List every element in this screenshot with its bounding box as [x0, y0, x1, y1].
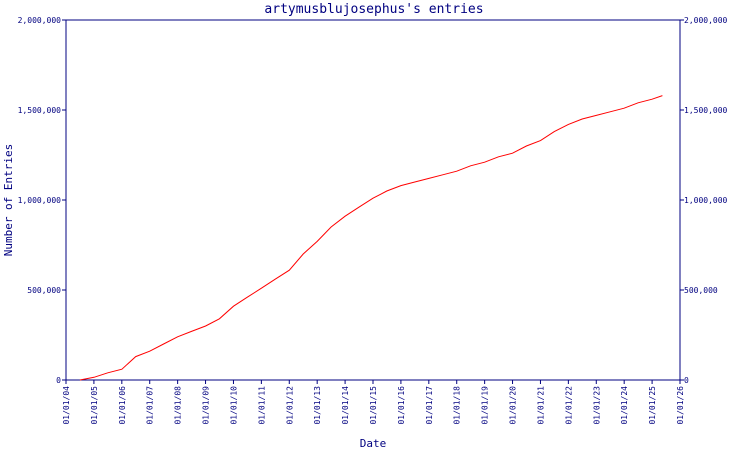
x-tick-label: 01/01/09	[202, 386, 211, 425]
x-tick-label: 01/01/07	[146, 386, 155, 425]
x-tick-label: 01/01/10	[229, 386, 238, 425]
x-tick-label: 01/01/23	[592, 386, 601, 425]
x-tick-label: 01/01/26	[676, 386, 685, 425]
x-tick-label: 01/01/25	[648, 386, 657, 425]
x-tick-label: 01/01/16	[397, 386, 406, 425]
y-tick-label-left: 0	[56, 376, 61, 385]
x-tick-label: 01/01/21	[536, 386, 545, 425]
chart-title: artymusblujosephus's entries	[264, 2, 483, 17]
x-tick-label: 01/01/24	[620, 386, 629, 425]
x-tick-label: 01/01/20	[509, 386, 518, 425]
x-tick-label: 01/01/06	[118, 386, 127, 425]
y-tick-label-left: 1,000,000	[18, 196, 62, 205]
x-tick-label: 01/01/22	[564, 386, 573, 425]
y-tick-label-left: 500,000	[27, 286, 61, 295]
x-tick-label: 01/01/11	[257, 386, 266, 425]
x-tick-label: 01/01/13	[313, 386, 322, 425]
series-layer	[79, 95, 663, 381]
x-tick-label: 01/01/17	[425, 386, 434, 425]
x-tick-label: 01/01/05	[90, 386, 99, 425]
x-axis-title: Date	[360, 437, 387, 450]
x-tick-label: 01/01/18	[453, 386, 462, 425]
x-tick-label: 01/01/04	[62, 386, 71, 425]
x-tick-label: 01/01/08	[174, 386, 183, 425]
y-tick-label-right: 1,500,000	[684, 106, 728, 115]
y-tick-label-left: 2,000,000	[18, 16, 62, 25]
x-tick-label: 01/01/15	[369, 386, 378, 425]
y-axis-left: 0 500,000 1,000,000 1,500,000 2,000,000	[18, 16, 66, 385]
y-tick-label-right: 0	[684, 376, 689, 385]
x-axis: 01/01/04 01/01/05 01/01/06 01/01/07 01/01/08…	[62, 380, 685, 425]
y-tick-label-right: 1,000,000	[684, 196, 728, 205]
series-line	[79, 95, 663, 381]
y-tick-label-right: 500,000	[684, 286, 718, 295]
x-tick-label: 01/01/12	[285, 386, 294, 425]
x-tick-label: 01/01/19	[481, 386, 490, 425]
x-tick-label: 01/01/14	[341, 386, 350, 425]
y-tick-label-right: 2,000,000	[684, 16, 728, 25]
y-axis-title: Number of Entries	[2, 144, 15, 257]
y-tick-label-left: 1,500,000	[18, 106, 62, 115]
y-axis-right: 0 500,000 1,000,000 1,500,000 2,000,000	[680, 16, 728, 385]
